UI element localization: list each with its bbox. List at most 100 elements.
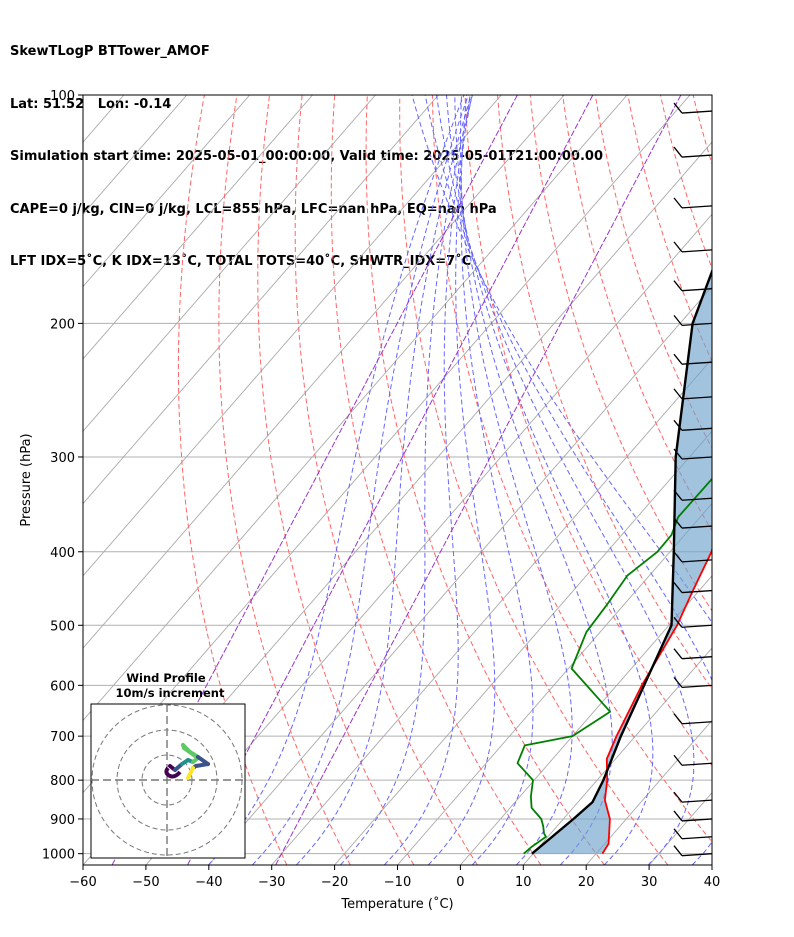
x-tick-label: 10 xyxy=(515,875,532,890)
y-axis-label: Pressure (hPa) xyxy=(19,433,34,526)
isotherm-line xyxy=(208,285,712,865)
moist-adiabats xyxy=(208,95,712,865)
dry-adiabat-line xyxy=(257,95,415,865)
dewpoint-profile xyxy=(516,477,712,855)
moist-adiabat-line xyxy=(460,95,573,865)
y-axis: 100 200 300 400 500 600 700 800 900 1000 Pressure … xyxy=(19,89,83,863)
isotherm-line xyxy=(522,647,712,865)
wind-barb-flag xyxy=(673,489,683,501)
wind-barb xyxy=(681,684,713,689)
dry-adiabat-line xyxy=(218,95,351,865)
x-tick-label: −40 xyxy=(195,875,222,890)
wind-barb-flag xyxy=(673,713,683,725)
y-tick-label: 900 xyxy=(50,813,75,828)
wind-barb xyxy=(681,427,713,431)
isotherm-line xyxy=(711,864,712,865)
wind-barb-flag xyxy=(673,146,683,158)
isotherm-line xyxy=(585,719,712,865)
x-tick-label: 30 xyxy=(641,875,658,890)
dry-adiabat-line xyxy=(529,95,712,612)
isotherm-line xyxy=(83,95,376,432)
wind-barb-flag xyxy=(673,845,683,857)
wind-barb-flag xyxy=(673,353,683,365)
wind-barb xyxy=(681,836,713,840)
wind-barb xyxy=(681,288,713,292)
isotherm-line xyxy=(334,430,712,865)
wind-barb-flag xyxy=(673,551,683,563)
x-tick-label: 40 xyxy=(704,875,721,890)
wind-barb xyxy=(681,322,713,327)
y-tick-label: 700 xyxy=(50,730,75,745)
plot-area xyxy=(83,95,794,865)
wind-barb-flag xyxy=(673,280,683,292)
moist-adiabat-line xyxy=(424,95,712,865)
moist-adiabat-line xyxy=(296,95,472,865)
dry-adiabat-line xyxy=(758,95,794,865)
isotherm-line xyxy=(271,358,712,865)
wind-barb-flag xyxy=(673,102,683,114)
y-tick-label: 200 xyxy=(50,317,75,332)
wind-barbs xyxy=(673,102,713,857)
cin-shaded-area xyxy=(531,271,712,854)
isotherms xyxy=(83,95,712,865)
isotherm-line xyxy=(145,213,712,865)
title-cape-line: CAPE=0 j/kg, CIN=0 j/kg, LCL=855 hPa, LF… xyxy=(10,201,497,217)
hodograph-trace xyxy=(194,762,210,768)
wind-barb xyxy=(681,853,713,857)
wind-barb-flag xyxy=(673,314,683,326)
isotherm-line xyxy=(83,95,628,722)
title-location: Lat: 51.52 Lon: -0.14 xyxy=(10,96,172,112)
dry-adiabat-line xyxy=(464,95,712,767)
dry-adiabats xyxy=(177,95,794,865)
x-tick-label: −30 xyxy=(258,875,285,890)
title-index-line: LFT IDX=5˚C, K IDX=13˚C, TOTAL TOTS=40˚C… xyxy=(10,254,472,269)
dry-adiabat-line xyxy=(431,95,712,843)
moist-adiabat-line xyxy=(208,95,465,865)
wind-barb-flag xyxy=(673,517,683,529)
y-tick-label: 1000 xyxy=(42,848,75,863)
moist-adiabat-line xyxy=(427,95,496,865)
isotherm-line xyxy=(83,95,565,649)
moist-adiabat-line xyxy=(454,95,613,865)
x-tick-label: 0 xyxy=(456,875,464,890)
moist-adiabat-line xyxy=(252,95,469,865)
dry-adiabat-line xyxy=(497,95,712,690)
dry-adiabat-line xyxy=(294,95,478,865)
wind-barb-flag xyxy=(673,448,683,460)
moist-adiabat-line xyxy=(383,95,473,865)
wind-barb xyxy=(681,249,713,253)
wind-barb-flag xyxy=(673,676,683,688)
moist-adiabat-line xyxy=(446,95,654,865)
y-tick-label: 300 xyxy=(50,451,75,466)
y-tick-label: 500 xyxy=(50,619,75,634)
hodograph-trace xyxy=(186,766,195,780)
hodograph-subtitle: 10m/s increment xyxy=(116,686,225,700)
x-axis-label: Temperature (˚C) xyxy=(340,896,453,912)
wind-barb-flag xyxy=(673,419,683,431)
wind-barb xyxy=(681,721,713,725)
wind-barb xyxy=(681,818,713,822)
isotherm-line xyxy=(460,575,712,865)
dry-adiabat-line xyxy=(660,95,712,270)
dry-adiabat-line xyxy=(365,95,605,865)
mixing-ratio-line xyxy=(275,95,682,865)
x-tick-label: −20 xyxy=(321,875,348,890)
x-tick-label: 20 xyxy=(578,875,595,890)
title-station: SkewTLogP BTTower_AMOF xyxy=(10,44,210,59)
x-tick-label: −50 xyxy=(132,875,159,890)
wind-barb-flag xyxy=(673,388,683,400)
wind-barb-flag xyxy=(673,791,683,803)
isotherm-line xyxy=(648,792,712,865)
isotherm-line xyxy=(83,95,502,577)
x-axis: −60 −50 −40 −30 −20 −10 0 10 20 30 40 Temperature (… xyxy=(69,865,720,912)
wind-barb xyxy=(681,656,713,660)
chart-title-block: SkewTLogP BTTower_AMOF Lat: 51.52 Lon: -… xyxy=(10,8,603,288)
moist-adiabat-line xyxy=(411,95,712,624)
wind-barb xyxy=(681,456,713,460)
dry-adiabat-line xyxy=(330,95,542,865)
wind-barb-flag xyxy=(673,241,683,253)
wind-barb-flag xyxy=(673,828,683,840)
parcel-profile xyxy=(531,268,712,855)
dry-adiabat-line xyxy=(627,95,712,363)
